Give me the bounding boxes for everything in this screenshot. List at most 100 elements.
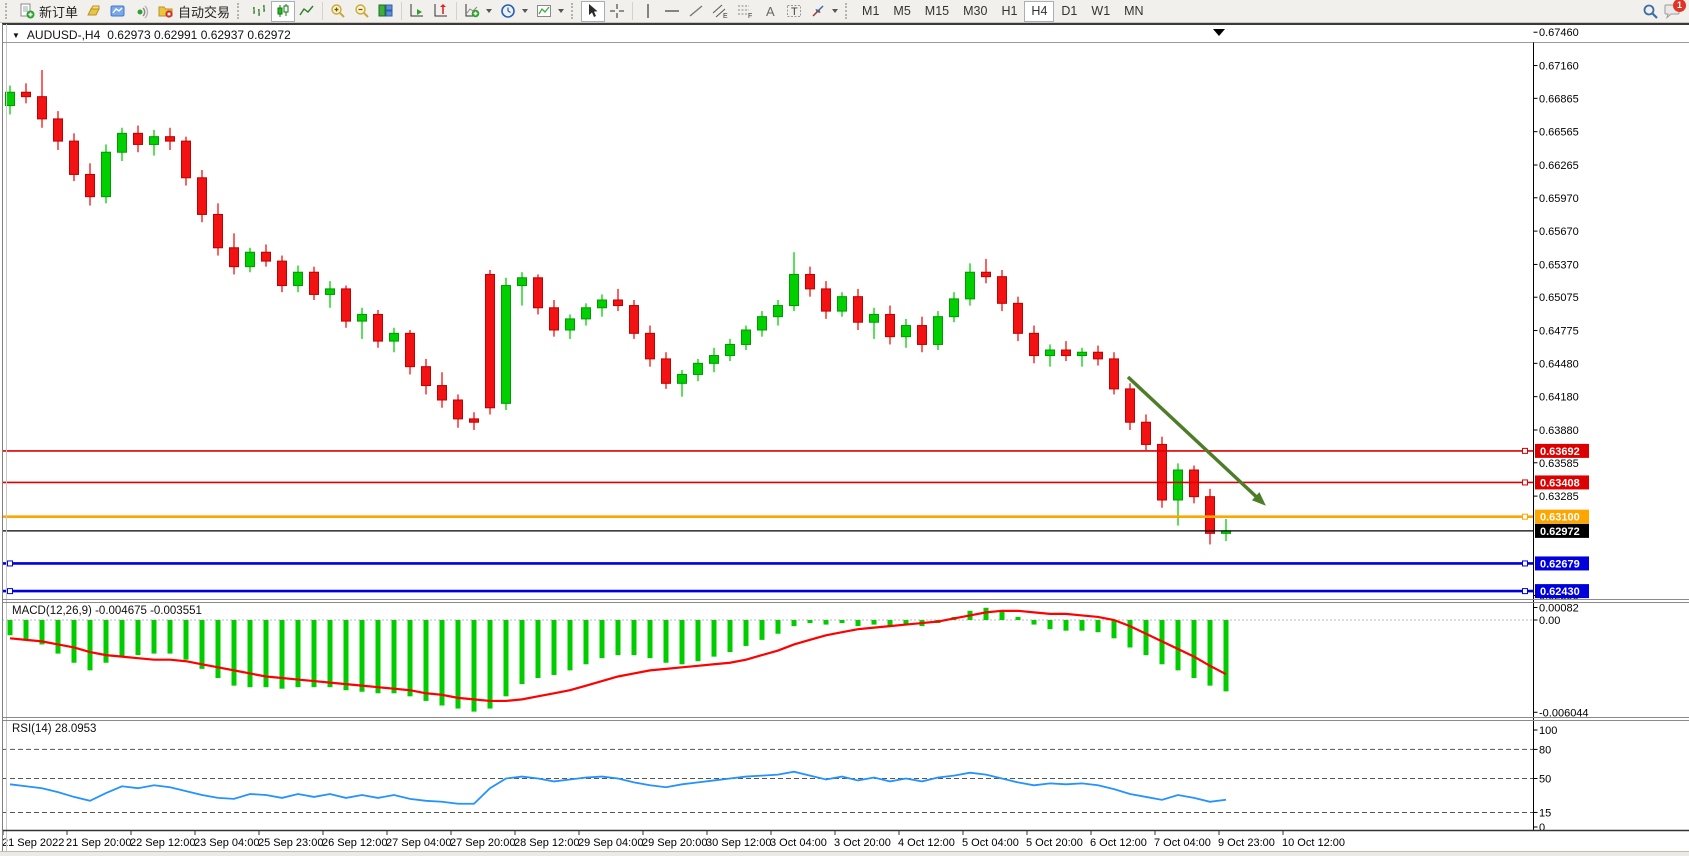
chart-canvas[interactable]: 0.67460 0.67160 0.66865 0.66565 0.66265 0.659… bbox=[0, 23, 1689, 856]
timeframe-button-M15[interactable]: M15 bbox=[918, 1, 956, 22]
timeframe-button-H4[interactable]: H4 bbox=[1024, 0, 1055, 22]
trend-arrow-head[interactable] bbox=[1251, 492, 1266, 506]
timeframe-button-H1[interactable]: H1 bbox=[994, 1, 1024, 22]
search-button[interactable] bbox=[1638, 1, 1663, 22]
chart-ohlc: 0.62973 0.62991 0.62937 0.62972 bbox=[107, 28, 291, 42]
candle-body bbox=[533, 277, 543, 309]
macd-histogram-bar bbox=[503, 620, 509, 697]
macd-histogram-bar bbox=[663, 620, 669, 663]
dropdown-caret-icon bbox=[558, 9, 565, 13]
chart-titlebar[interactable]: ▼ AUDUSD-,H4 0.62973 0.62991 0.62937 0.6… bbox=[12, 28, 291, 42]
text-button[interactable]: A bbox=[758, 1, 782, 22]
candle-body bbox=[837, 296, 847, 312]
hline-handle[interactable] bbox=[7, 560, 13, 567]
toolbar-grip[interactable] bbox=[237, 3, 243, 19]
arrows-tool-button[interactable] bbox=[806, 1, 842, 22]
price-tick-label: 0.67160 bbox=[1539, 61, 1579, 73]
zoom-in-button[interactable] bbox=[326, 1, 350, 22]
macd-histogram-bar bbox=[1079, 620, 1085, 631]
hline-handle[interactable] bbox=[7, 588, 13, 595]
candle-body bbox=[677, 373, 687, 384]
tile-windows-button[interactable] bbox=[374, 1, 398, 22]
toolbar-separator bbox=[401, 2, 403, 20]
candle-body bbox=[885, 313, 895, 338]
macd-histogram-bar bbox=[183, 620, 189, 660]
macd-histogram-bar bbox=[407, 620, 413, 697]
vertical-line-button[interactable] bbox=[636, 1, 660, 22]
hline-handle[interactable] bbox=[1522, 479, 1528, 486]
text-label-button[interactable]: T bbox=[782, 1, 806, 22]
publish-button[interactable] bbox=[106, 1, 130, 22]
indicators-button[interactable] bbox=[460, 1, 496, 22]
auto-scroll-button[interactable] bbox=[405, 1, 429, 22]
candlestick-chart-button[interactable] bbox=[271, 0, 296, 22]
price-label-box bbox=[1535, 523, 1589, 538]
templates-button[interactable] bbox=[532, 1, 568, 22]
candle-body bbox=[661, 358, 671, 384]
bar-chart-button[interactable] bbox=[247, 1, 271, 22]
candle-body bbox=[1205, 496, 1215, 534]
crosshair-button[interactable] bbox=[605, 1, 629, 22]
svg-text:T: T bbox=[791, 6, 798, 18]
toolbar-grip[interactable] bbox=[845, 3, 851, 19]
candle-body bbox=[293, 271, 303, 287]
bottom-strip bbox=[0, 851, 1689, 856]
candle-body bbox=[117, 132, 127, 153]
macd-histogram-bar bbox=[839, 620, 845, 624]
price-tick-label: 0.66565 bbox=[1539, 127, 1579, 139]
toolbar-grip[interactable] bbox=[5, 3, 11, 19]
hline-handle[interactable] bbox=[1522, 588, 1528, 595]
signal-button[interactable] bbox=[130, 1, 154, 22]
timeframe-button-M30[interactable]: M30 bbox=[956, 1, 994, 22]
candle-body bbox=[613, 299, 623, 307]
price-label-0.62972: 0.62972 bbox=[1540, 526, 1580, 538]
price-tick-label: 0.64180 bbox=[1539, 392, 1579, 404]
periods-button[interactable] bbox=[496, 1, 532, 22]
toolbar-separator bbox=[322, 2, 324, 20]
macd-histogram-bar bbox=[887, 620, 893, 627]
trendline-button[interactable] bbox=[684, 1, 708, 22]
arrows-icon bbox=[812, 5, 824, 17]
hline-handle[interactable] bbox=[1522, 560, 1528, 567]
price-tick-label: 0.67460 bbox=[1539, 27, 1579, 39]
zoom-in-icon bbox=[331, 4, 345, 18]
macd-histogram-bar bbox=[247, 620, 253, 688]
timeframe-button-MN[interactable]: MN bbox=[1117, 1, 1150, 22]
auto-trading-button[interactable]: 自动交易 bbox=[154, 1, 234, 22]
chat-button[interactable]: 1 bbox=[1663, 0, 1686, 20]
rsi-axis-label: 100 bbox=[1539, 725, 1557, 737]
macd-histogram-bar bbox=[39, 620, 45, 645]
line-chart-button[interactable] bbox=[295, 1, 319, 22]
crosshair-icon bbox=[610, 4, 625, 18]
candle-body bbox=[901, 325, 911, 338]
candle-body bbox=[821, 288, 831, 312]
equidistant-channel-button[interactable]: E bbox=[708, 1, 733, 22]
cursor-button[interactable] bbox=[581, 0, 606, 22]
price-tick-label: 0.65370 bbox=[1539, 259, 1579, 271]
cursor-icon bbox=[589, 4, 598, 17]
new-order-button[interactable]: 新订单 bbox=[15, 1, 82, 22]
hline-handle[interactable] bbox=[1522, 513, 1528, 520]
macd-pane-title: MACD(12,26,9) -0.004675 -0.003551 bbox=[12, 605, 202, 617]
timeframe-button-W1[interactable]: W1 bbox=[1084, 1, 1117, 22]
hline-handle[interactable] bbox=[1522, 447, 1528, 454]
price-tick-label: 0.65075 bbox=[1539, 292, 1579, 304]
zoom-out-button[interactable] bbox=[350, 1, 374, 22]
timeframe-button-D1[interactable]: D1 bbox=[1054, 1, 1084, 22]
timeframe-button-M1[interactable]: M1 bbox=[855, 1, 886, 22]
fibonacci-button[interactable]: F bbox=[733, 1, 758, 22]
macd-histogram-bar bbox=[1191, 620, 1197, 679]
candle-body bbox=[501, 285, 511, 404]
template-icon bbox=[537, 5, 552, 17]
trend-arrow[interactable] bbox=[1126, 375, 1265, 505]
chart-shift-marker[interactable] bbox=[1213, 29, 1225, 36]
macd-histogram-bar bbox=[439, 620, 445, 706]
macd-histogram-bar bbox=[1127, 620, 1133, 648]
timeframe-button-M5[interactable]: M5 bbox=[886, 1, 917, 22]
market-watch-button[interactable] bbox=[82, 1, 106, 22]
toolbar-grip[interactable] bbox=[571, 3, 577, 19]
horizontal-line-button[interactable] bbox=[660, 1, 684, 22]
macd-histogram-bar bbox=[695, 620, 701, 662]
macd-histogram-bar bbox=[71, 620, 77, 663]
chart-shift-button[interactable] bbox=[429, 1, 453, 22]
